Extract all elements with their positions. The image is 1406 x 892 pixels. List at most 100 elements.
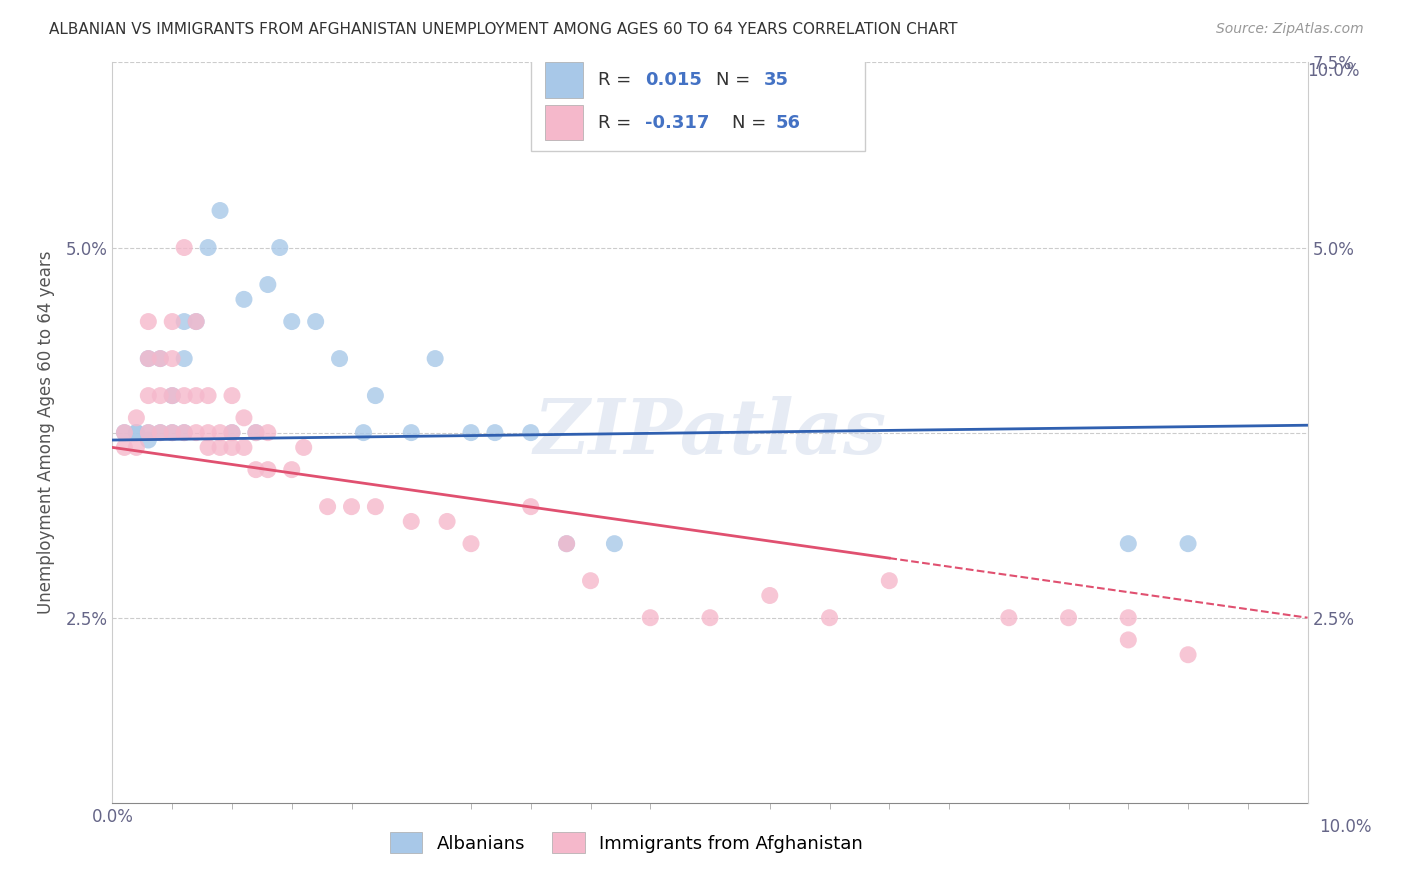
Point bbox=[364, 500, 387, 514]
Point bbox=[1177, 536, 1199, 550]
Point bbox=[233, 410, 256, 425]
Y-axis label: Unemployment Among Ages 60 to 64 years: Unemployment Among Ages 60 to 64 years bbox=[37, 251, 55, 615]
Point bbox=[245, 425, 267, 440]
Point bbox=[173, 314, 195, 328]
Point bbox=[173, 388, 195, 402]
Point bbox=[879, 574, 901, 588]
Point bbox=[329, 351, 352, 366]
Point bbox=[138, 433, 160, 447]
Point bbox=[162, 351, 183, 366]
Point bbox=[138, 425, 160, 440]
Point bbox=[579, 574, 602, 588]
Point bbox=[603, 536, 626, 550]
Point bbox=[998, 610, 1021, 624]
Legend: Albanians, Immigrants from Afghanistan: Albanians, Immigrants from Afghanistan bbox=[382, 825, 870, 861]
Point bbox=[114, 441, 135, 455]
Point bbox=[233, 293, 256, 307]
Point bbox=[209, 203, 232, 218]
Point bbox=[173, 240, 195, 255]
Point bbox=[173, 351, 195, 366]
Text: -0.317: -0.317 bbox=[645, 114, 710, 132]
Point bbox=[197, 425, 219, 440]
Point bbox=[149, 425, 172, 440]
Point bbox=[1118, 536, 1140, 550]
Point bbox=[281, 314, 304, 328]
Point bbox=[162, 425, 183, 440]
Point bbox=[460, 425, 482, 440]
Point bbox=[818, 610, 841, 624]
Point bbox=[269, 240, 291, 255]
Point bbox=[125, 410, 148, 425]
Point bbox=[401, 515, 423, 529]
Point bbox=[281, 462, 304, 476]
Point bbox=[138, 351, 160, 366]
Point bbox=[162, 425, 183, 440]
Point bbox=[292, 441, 315, 455]
Point bbox=[221, 425, 243, 440]
Point bbox=[114, 425, 135, 440]
Text: 10.0%: 10.0% bbox=[1320, 818, 1372, 836]
Point bbox=[149, 351, 172, 366]
Point bbox=[555, 536, 578, 550]
Text: R =: R = bbox=[598, 114, 637, 132]
Point bbox=[138, 314, 160, 328]
Text: N =: N = bbox=[716, 71, 756, 89]
Point bbox=[245, 462, 267, 476]
Point bbox=[149, 425, 172, 440]
Point bbox=[186, 314, 208, 328]
Point bbox=[520, 425, 543, 440]
Point bbox=[125, 425, 148, 440]
Point bbox=[197, 240, 219, 255]
Point bbox=[436, 515, 458, 529]
Point bbox=[555, 536, 578, 550]
Point bbox=[245, 425, 267, 440]
Text: 0.015: 0.015 bbox=[645, 71, 703, 89]
Point bbox=[221, 388, 243, 402]
Point bbox=[1118, 610, 1140, 624]
Point bbox=[149, 351, 172, 366]
Point bbox=[257, 462, 280, 476]
Point bbox=[197, 388, 219, 402]
Point bbox=[138, 388, 160, 402]
Point bbox=[305, 314, 328, 328]
Point bbox=[699, 610, 721, 624]
Point bbox=[425, 351, 447, 366]
Point bbox=[186, 314, 208, 328]
Point bbox=[138, 425, 160, 440]
Point bbox=[640, 610, 662, 624]
Text: 35: 35 bbox=[763, 71, 789, 89]
Point bbox=[221, 425, 243, 440]
Point bbox=[257, 277, 280, 292]
Text: Source: ZipAtlas.com: Source: ZipAtlas.com bbox=[1216, 22, 1364, 37]
Point bbox=[209, 441, 232, 455]
Text: ALBANIAN VS IMMIGRANTS FROM AFGHANISTAN UNEMPLOYMENT AMONG AGES 60 TO 64 YEARS C: ALBANIAN VS IMMIGRANTS FROM AFGHANISTAN … bbox=[49, 22, 957, 37]
Point bbox=[173, 425, 195, 440]
Point bbox=[520, 500, 543, 514]
Point bbox=[149, 388, 172, 402]
Point bbox=[460, 536, 482, 550]
Point bbox=[233, 441, 256, 455]
Point bbox=[114, 425, 135, 440]
Text: R =: R = bbox=[598, 71, 637, 89]
Point bbox=[173, 425, 195, 440]
Point bbox=[401, 425, 423, 440]
Text: N =: N = bbox=[731, 114, 772, 132]
Point bbox=[316, 500, 339, 514]
FancyBboxPatch shape bbox=[531, 47, 866, 152]
Point bbox=[759, 589, 782, 603]
Point bbox=[353, 425, 375, 440]
Point bbox=[221, 441, 243, 455]
Text: 56: 56 bbox=[776, 114, 801, 132]
Point bbox=[197, 441, 219, 455]
Point bbox=[125, 425, 148, 440]
Point bbox=[186, 388, 208, 402]
Text: ZIPatlas: ZIPatlas bbox=[533, 396, 887, 469]
Point bbox=[1057, 610, 1080, 624]
Point bbox=[209, 425, 232, 440]
Point bbox=[162, 388, 183, 402]
Point bbox=[364, 388, 387, 402]
Point bbox=[484, 425, 506, 440]
Point bbox=[125, 441, 148, 455]
Point bbox=[257, 425, 280, 440]
Point bbox=[340, 500, 363, 514]
